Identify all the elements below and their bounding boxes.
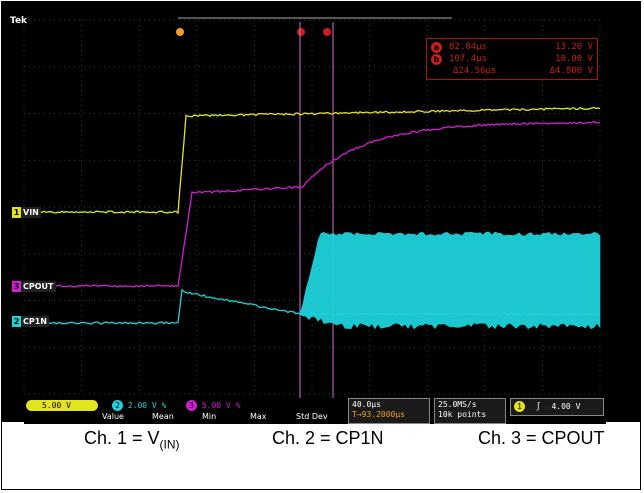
trigger-slope-icon: ∫ bbox=[530, 402, 547, 411]
ch1-number: 1 bbox=[12, 207, 21, 218]
ch1-scale: 5.00 V bbox=[26, 401, 71, 410]
ch2-number: 2 bbox=[12, 316, 21, 327]
caption-ch1-subscript: (IN) bbox=[160, 438, 180, 452]
ch2-scale-pill[interactable]: 2 2.00 V % bbox=[112, 400, 182, 411]
ch3-scale-number: 3 bbox=[186, 400, 197, 411]
ch1-label: VIN bbox=[21, 207, 41, 218]
cursor-delta-volts: Δ4.800 V bbox=[550, 66, 593, 76]
cursor-a-icon: a bbox=[431, 42, 442, 53]
caption-ch1-text: Ch. 1 = V bbox=[84, 428, 160, 448]
trigger-position: T→93.2000μs bbox=[352, 410, 426, 420]
sample-rate: 25.0MS/s bbox=[438, 400, 502, 410]
caption-ch3: Ch. 3 = CPOUT bbox=[478, 428, 605, 449]
caption-ch1: Ch. 1 = V(IN) bbox=[84, 428, 180, 452]
caption-ch2: Ch. 2 = CP1N bbox=[272, 428, 384, 449]
ch2-scale-number: 2 bbox=[112, 400, 123, 411]
cursor-b-time: 107.4μs bbox=[449, 54, 487, 64]
ch3-number: 3 bbox=[12, 281, 21, 292]
cursor-a-volts: 13.20 V bbox=[555, 42, 593, 52]
ch3-label: CPOUT bbox=[21, 281, 56, 292]
ch3-scale: 5.00 V bbox=[202, 401, 231, 410]
stat-value-header: Value bbox=[102, 412, 124, 421]
ch2-switching-envelope bbox=[300, 232, 600, 329]
trigger-point-icon bbox=[176, 28, 184, 36]
brand-logo: Tek bbox=[10, 16, 27, 26]
trigger-readout[interactable]: 1 ∫ 4.00 V bbox=[510, 398, 604, 416]
ch2-marker[interactable]: 2 CP1N bbox=[12, 316, 49, 327]
cursor-delta-time: Δ24.56μs bbox=[453, 66, 496, 76]
ch3-scale-pill[interactable]: 3 5.00 V % bbox=[186, 400, 270, 411]
ch3-marker[interactable]: 3 CPOUT bbox=[12, 281, 56, 292]
timebase-readout[interactable]: 40.0μs T→93.2000μs bbox=[348, 398, 430, 424]
cursor-b-icon: b bbox=[431, 54, 442, 65]
cursor-delta-row: Δ24.56μs Δ4.800 V bbox=[431, 66, 593, 77]
cursor-b-volts: 18.00 V bbox=[555, 54, 593, 64]
acquisition-readout[interactable]: 25.0MS/s 10k points bbox=[434, 398, 506, 424]
timebase-value: 40.0μs bbox=[352, 400, 426, 410]
stat-max-header: Max bbox=[250, 412, 267, 421]
stat-stddev-header: Std Dev bbox=[296, 412, 328, 421]
cursor-b-row: b 107.4μs 18.00 V bbox=[431, 54, 593, 65]
ch2-scale: 2.00 V bbox=[128, 401, 157, 410]
stat-min-header: Min bbox=[202, 412, 216, 421]
cursor-a-row: a 82.84μs 13.20 V bbox=[431, 42, 593, 53]
ch3-scale-suffix: % bbox=[236, 401, 241, 410]
oscilloscope-screen: Tek a 82.84μs 13.20 V b 107.4μs 18.00 V … bbox=[2, 2, 641, 422]
record-length: 10k points bbox=[438, 410, 502, 420]
cursor-readout: a 82.84μs 13.20 V b 107.4μs 18.00 V Δ24.… bbox=[426, 38, 598, 80]
cursor-a-time: 82.84μs bbox=[449, 42, 487, 52]
stat-mean-header: Mean bbox=[152, 412, 174, 421]
settings-bar: 5.00 V 2 2.00 V % 3 5.00 V % Value Mean … bbox=[24, 398, 606, 424]
cursor-a-icon bbox=[297, 28, 305, 36]
ch2-label: CP1N bbox=[21, 316, 49, 327]
ch1-scale-pill[interactable]: 5.00 V bbox=[26, 400, 98, 411]
trigger-source-icon: 1 bbox=[514, 401, 525, 412]
trigger-level: 4.00 V bbox=[551, 402, 580, 411]
ch2-scale-suffix: % bbox=[162, 401, 167, 410]
cursor-b-icon bbox=[323, 28, 331, 36]
ch1-marker[interactable]: 1 VIN bbox=[12, 207, 41, 218]
